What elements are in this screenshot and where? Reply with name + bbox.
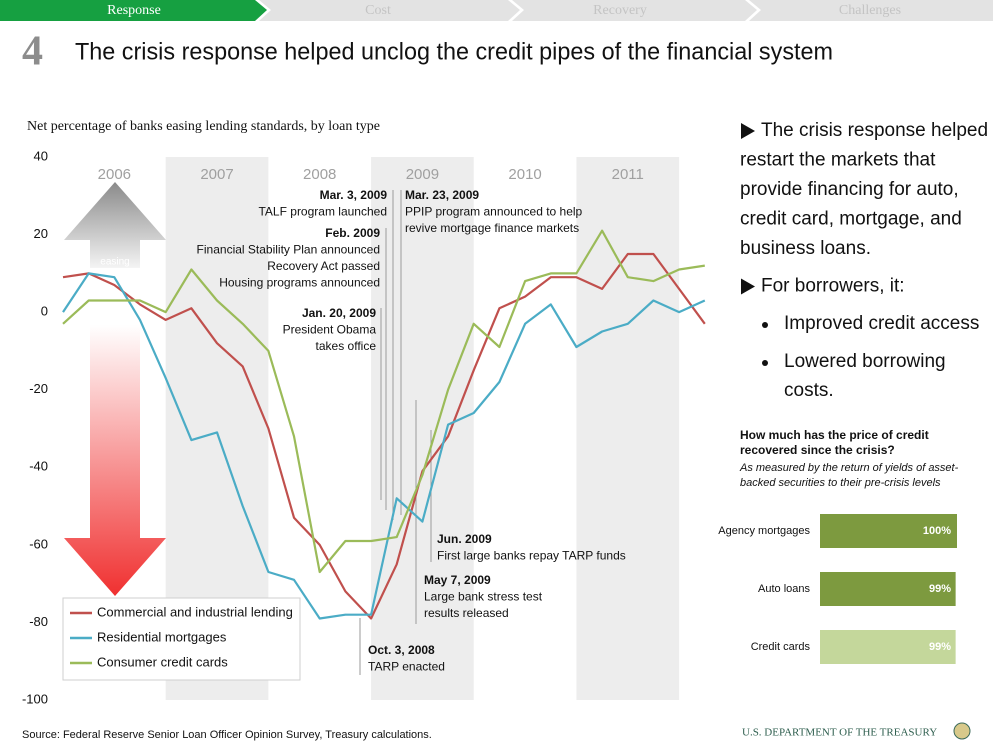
annotation-text: Recovery Act passed [267,259,380,273]
y-tick-label: -80 [29,614,48,629]
annotation-text: Housing programs announced [219,276,380,290]
x-tick-label: 2006 [98,166,131,183]
sub-bullet-dot [762,322,768,328]
y-tick-label: 0 [41,304,48,319]
annotation-text: President Obama [283,323,377,337]
sub-bullet-text: costs. [784,380,834,401]
x-tick-label: 2010 [508,166,541,183]
y-tick-label: 20 [34,226,48,241]
series-line [62,252,706,620]
sub-bullet-text: Lowered borrowing [784,351,946,372]
bar [820,630,956,664]
bar [820,572,956,606]
bar-category: Credit cards [751,641,811,653]
y-tick-label: -60 [29,536,48,551]
source-note: Source: Federal Reserve Senior Loan Offi… [22,729,432,741]
x-tick-label: 2008 [303,166,336,183]
bar-chart-subtitle: backed securities to their pre-crisis le… [740,477,941,489]
footer: U.S. DEPARTMENT OF THE TREASURY [742,727,937,739]
legend-box [62,597,301,681]
annotation-text: Jan. 20, 2009 [302,306,376,320]
annotation-text: takes office [316,339,377,353]
nav-label: Challenges [839,3,901,18]
annotation-text: Large bank stress test [424,590,543,604]
bar-chart-title: recovered since the crisis? [740,443,895,457]
annotation-text: May 7, 2009 [424,573,491,587]
nav-tab[interactable] [0,0,267,21]
x-tick-label: 2009 [406,166,439,183]
nav-label: Response [107,3,161,18]
bar-chart-title: How much has the price of credit [740,428,929,442]
legend-label: Commercial and industrial lending [97,604,293,619]
bullet-text: business loans. [740,238,871,259]
annotation-text: Mar. 3, 2009 [320,188,388,202]
x-tick-label: 2007 [200,166,233,183]
series-line [62,229,705,574]
bullet-text: provide financing for auto, [740,179,959,200]
bullet-text: credit card, mortgage, and [740,209,962,230]
legend-label: Consumer credit cards [97,654,228,669]
legend-label: Residential mortgages [97,629,227,644]
bar-chart-subtitle: As measured by the return of yields of a… [739,462,959,474]
up-arrow [64,182,166,268]
nav-tab[interactable] [512,0,757,21]
bar-value-label: 99% [929,641,951,653]
year-band [371,157,474,700]
nav-label: Recovery [593,3,647,18]
bar-value-label: 100% [923,525,951,537]
bar-category: Auto loans [758,583,810,595]
annotation-text: revive mortgage finance markets [405,221,579,235]
nav-tab[interactable] [749,0,993,21]
y-tick-label: -100 [22,691,48,706]
slide-number: 4 [22,29,43,75]
bullet-text: For borrowers, it: [761,276,905,297]
annotation-text: Financial Stability Plan announced [197,243,380,257]
nav-label: Cost [365,3,391,18]
seal [953,722,971,740]
nav-tab[interactable] [259,0,520,21]
easing-arrows [64,182,166,596]
annotation-text: First large banks repay TARP funds [437,549,626,563]
bullet-text: restart the markets that [740,150,936,171]
chart-title: Net percentage of banks easing lending s… [27,119,380,134]
x-tick-label: 2011 [612,166,644,183]
annotation-text: results released [424,606,509,620]
bullet-triangle [741,278,755,295]
headline: The crisis response helped unclog the cr… [75,38,833,65]
bar-value-label: 99% [929,583,951,595]
bullet-text: The crisis response helped [761,120,988,141]
sub-bullet-text: Improved credit access [784,313,979,334]
down-arrow [64,325,166,596]
annotation-text: PPIP program announced to help [405,205,583,219]
bar [820,514,957,548]
annotation-text: Oct. 3, 2008 [368,643,435,657]
annotation-text: Jun. 2009 [437,532,492,546]
nav-bar [0,0,993,21]
arrow-label: easing [100,257,129,268]
annotation-text: TALF program launched [258,205,387,219]
annotation-text: Feb. 2009 [325,226,380,240]
y-tick-label: 40 [34,148,48,163]
year-band [576,157,680,700]
sub-bullet-dot [762,360,768,366]
y-tick-label: -40 [29,459,48,474]
annotation-text: TARP enacted [368,660,445,674]
y-tick-label: -20 [29,381,48,396]
series-line [62,272,706,620]
annotation-text: Mar. 23, 2009 [405,188,479,202]
bullet-triangle [741,123,755,139]
bar-category: Agency mortgages [718,525,810,537]
